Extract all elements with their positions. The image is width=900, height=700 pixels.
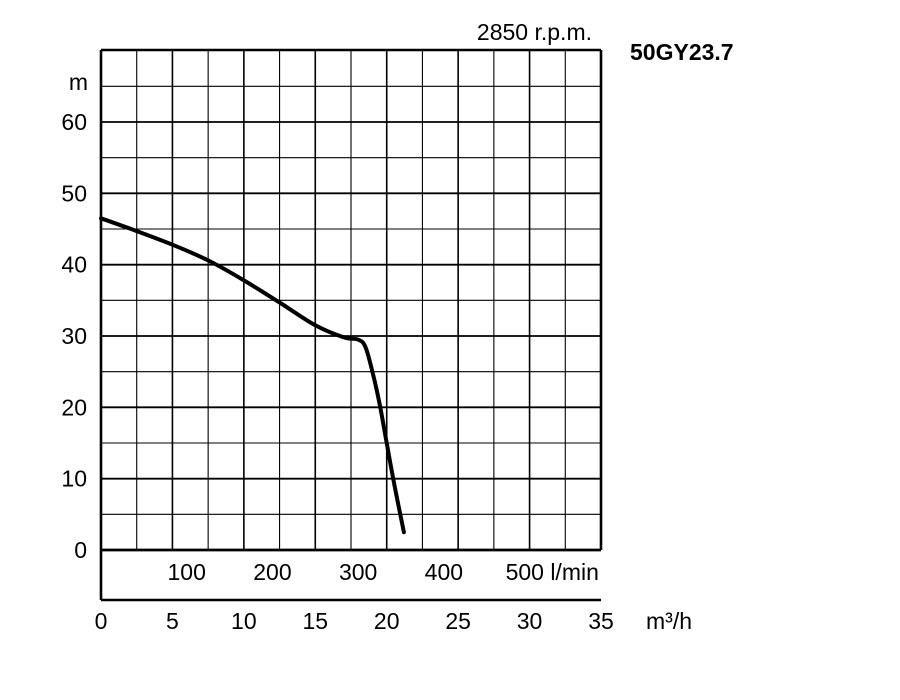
lmin-tick-label: 200 <box>253 559 291 585</box>
x-tick-label: 35 <box>588 608 614 634</box>
speed-label: 2850 r.p.m. <box>477 19 592 45</box>
grid-minor <box>101 50 601 550</box>
pump-curve-line <box>99 216 406 535</box>
lmin-tick-labels: 100 200 300 400 500 l/min <box>168 559 599 585</box>
plot-frame <box>99 48 603 602</box>
y-tick-label: 50 <box>61 180 87 206</box>
x-tick-label: 0 <box>95 608 108 634</box>
y-tick-label: 10 <box>61 466 87 492</box>
y-tick-label: 40 <box>61 252 87 278</box>
x-tick-label: 30 <box>517 608 543 634</box>
y-tick-label: 30 <box>61 323 87 349</box>
lmin-tick-label: 400 <box>425 559 463 585</box>
x-tick-label: 15 <box>302 608 328 634</box>
lmin-tick-label: 100 <box>168 559 206 585</box>
y-tick-label: 20 <box>61 394 87 420</box>
x-tick-label: 5 <box>166 608 179 634</box>
lmin-tick-label: 500 l/min <box>506 559 599 585</box>
x-tick-labels: 0 5 10 15 20 25 30 35 <box>95 608 614 634</box>
x-tick-label: 25 <box>445 608 471 634</box>
curve-layer <box>99 216 406 535</box>
model-label: 50GY23.7 <box>630 39 734 65</box>
x-tick-label: 20 <box>374 608 400 634</box>
y-tick-label: 0 <box>74 537 87 563</box>
lmin-tick-label: 300 <box>339 559 377 585</box>
x-axis-label: m³/h <box>646 608 692 634</box>
y-tick-label: 60 <box>61 109 87 135</box>
y-tick-labels: 0 10 20 30 40 50 60 <box>61 109 87 563</box>
x-tick-label: 10 <box>231 608 257 634</box>
y-axis-label: m <box>69 69 88 95</box>
grid-major <box>101 50 601 550</box>
